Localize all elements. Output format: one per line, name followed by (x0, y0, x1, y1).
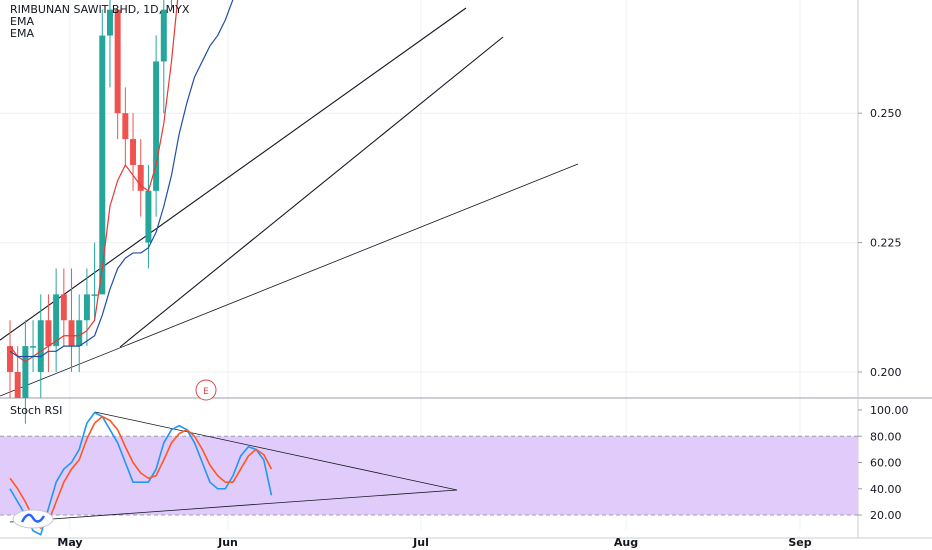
candle-10[interactable] (83, 268, 90, 347)
price-tick-label-1: 0.225 (870, 237, 902, 250)
stoch-lines (9, 411, 273, 536)
time-label-2: Jul (412, 536, 429, 549)
candle-18[interactable] (145, 164, 152, 269)
candle-body (130, 139, 137, 165)
time-label-3: Aug (614, 536, 638, 549)
candle-6[interactable] (53, 268, 60, 372)
stoch-band-fill (0, 436, 858, 515)
stoch-tick-label-1: 40.00 (870, 483, 902, 496)
candle-body (160, 9, 167, 62)
earnings-marker[interactable]: E (195, 379, 217, 401)
candle-body (114, 9, 121, 114)
earnings-letter: E (203, 387, 209, 397)
candle-13[interactable] (106, 0, 113, 88)
candle-12[interactable] (99, 9, 106, 295)
trendline-1[interactable] (119, 36, 504, 348)
candle-body (45, 320, 52, 347)
logo-badge[interactable] (12, 509, 54, 529)
ema-lines (9, 0, 271, 363)
candle-body (7, 346, 13, 372)
price-axis[interactable]: 0.2000.2250.2500.2750.3000.3250.3500.375… (858, 0, 925, 379)
candle-body (99, 35, 106, 295)
stoch-k-line[interactable] (9, 411, 273, 536)
time-label-0: May (57, 536, 82, 549)
candle-body (14, 372, 21, 398)
candle-16[interactable] (130, 113, 137, 191)
candle-5[interactable] (45, 294, 52, 372)
candle-body (68, 320, 75, 347)
candle-body (37, 320, 44, 372)
price-tick-label-0: 0.200 (870, 366, 902, 379)
candle-body (22, 346, 29, 398)
price-tick-label-2: 0.250 (870, 107, 902, 120)
trendline-0[interactable] (0, 7, 467, 341)
stoch-tick-label-2: 60.00 (870, 457, 902, 470)
trendlines (0, 7, 579, 523)
symbol-title[interactable]: RIMBUNAN SAWIT BHD, 1D, MYX (10, 3, 190, 16)
earnings-circle[interactable] (195, 379, 217, 401)
candle-body (145, 190, 152, 243)
time-axis[interactable]: May Jun Jul Aug Sep (57, 536, 811, 549)
stoch-d-line[interactable] (9, 415, 273, 529)
candle-11[interactable] (91, 242, 98, 321)
candle-body (76, 320, 83, 347)
candle-body (30, 346, 37, 348)
stoch-tick-label-4: 100.00 (870, 404, 909, 417)
trendline-3[interactable] (94, 411, 458, 491)
candle-17[interactable] (137, 139, 144, 217)
ema-fast-line[interactable] (9, 0, 271, 363)
candle-8[interactable] (68, 268, 75, 372)
time-label-1: Jun (217, 536, 238, 549)
stoch-axis[interactable]: 20.00 40.00 60.00 80.00 100.00 (858, 404, 909, 522)
chart-legend[interactable]: RIMBUNAN SAWIT BHD, 1D, MYX EMA EMA (10, 4, 189, 40)
ema-slow-line[interactable] (9, 0, 271, 358)
stoch-rsi-label[interactable]: Stoch RSI (10, 404, 63, 417)
candle-body (91, 294, 98, 296)
candle-7[interactable] (60, 268, 67, 347)
candle-body (106, 9, 113, 36)
candle-20[interactable] (160, 0, 167, 114)
candle-body (53, 294, 60, 347)
candle-15[interactable] (122, 87, 129, 165)
candle-body (153, 61, 160, 191)
stoch-tick-label-0: 20.00 (870, 509, 902, 522)
candle-4[interactable] (37, 294, 44, 398)
candle-body (60, 294, 67, 321)
candle-19[interactable] (153, 35, 160, 217)
candle-body (122, 113, 129, 140)
candle-body (137, 164, 144, 191)
candle-body (83, 294, 90, 321)
stoch-band (0, 435, 858, 516)
candle-0[interactable] (7, 320, 13, 398)
candle-9[interactable] (76, 294, 83, 372)
trendline-2[interactable] (0, 163, 579, 397)
time-label-4: Sep (788, 536, 811, 549)
candle-2[interactable] (22, 320, 29, 424)
candle-3[interactable] (30, 320, 37, 372)
candle-1[interactable] (14, 346, 21, 398)
indicator-ema-1[interactable]: EMA (10, 15, 34, 28)
candle-14[interactable] (114, 9, 121, 140)
stoch-tick-label-3: 80.00 (870, 430, 902, 443)
trendline-4[interactable] (9, 489, 458, 523)
candles (7, 0, 172, 424)
logo-wave (20, 513, 46, 523)
indicator-ema-2[interactable]: EMA (10, 27, 34, 40)
